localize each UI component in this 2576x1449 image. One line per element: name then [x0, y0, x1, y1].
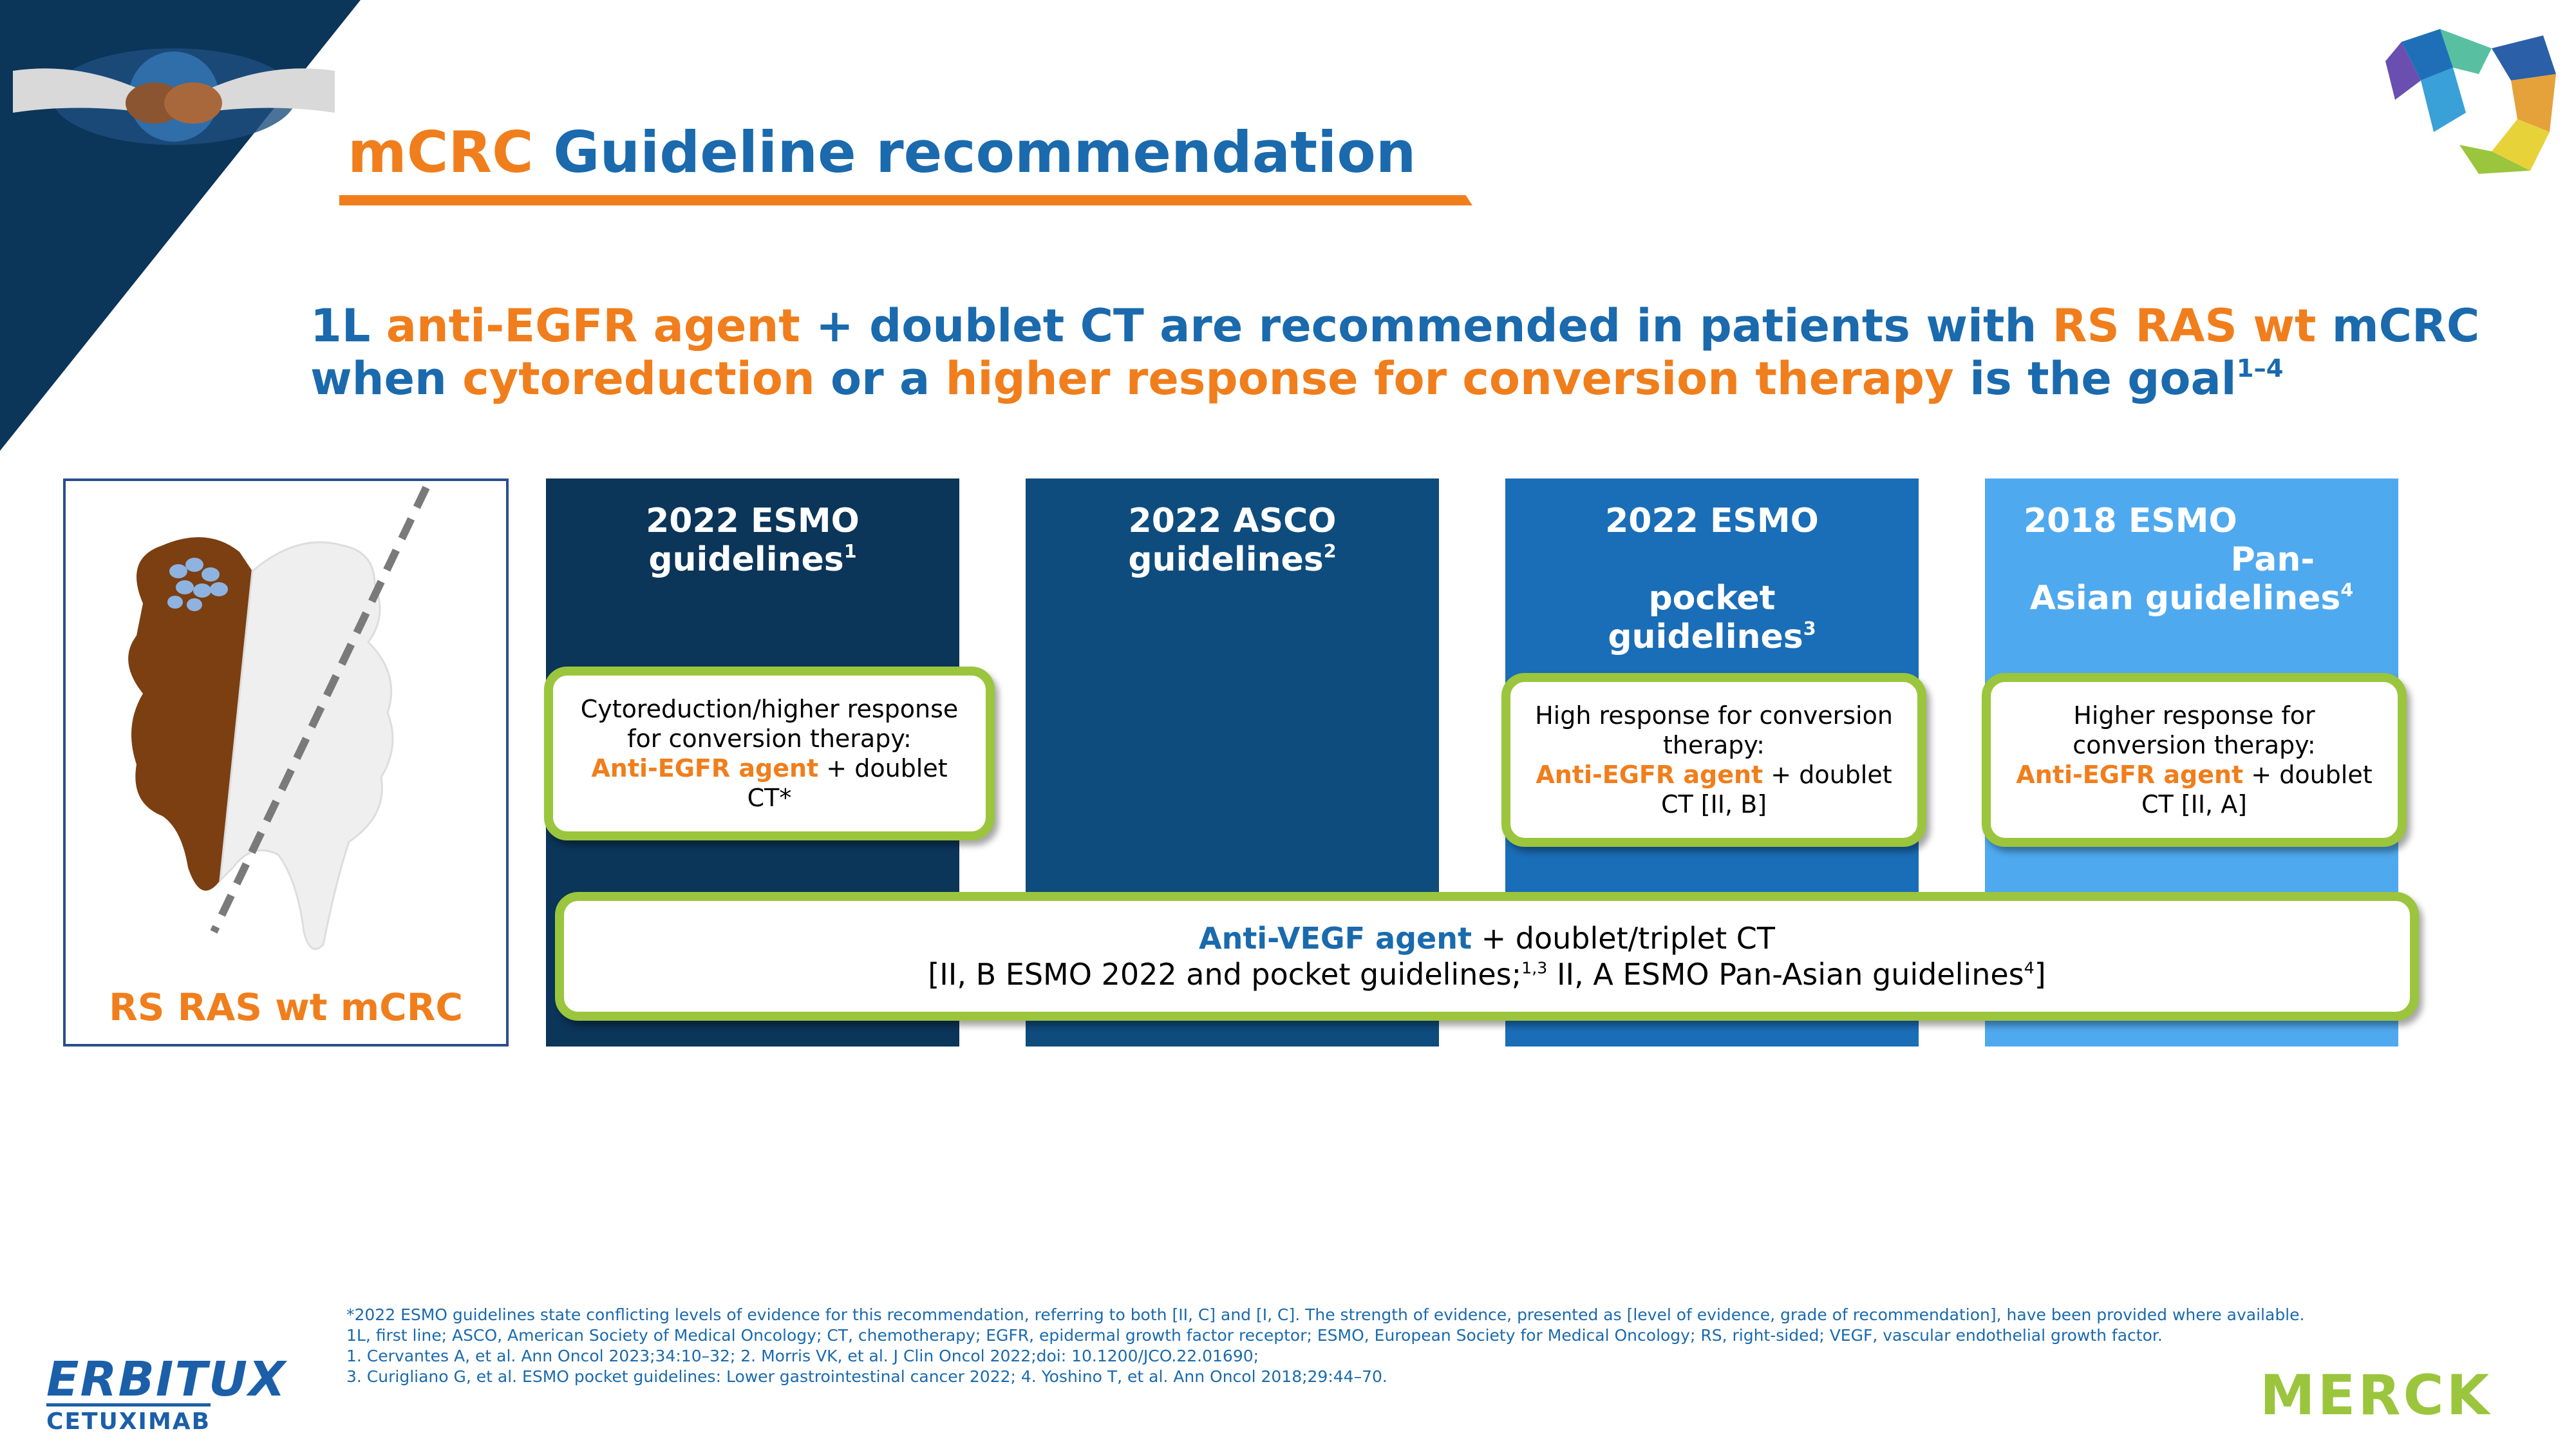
headline-segment: mCRC [2316, 299, 2480, 352]
corner-decoration [0, 0, 361, 451]
vegf-text: II, A ESMO Pan-Asian guidelines [1547, 957, 2024, 992]
column-ref: 1 [843, 540, 857, 562]
callout-text: Higher response for [2073, 701, 2315, 730]
column-heading: 2022 ESMO [646, 502, 860, 540]
callout-text: therapy: [1663, 731, 1765, 759]
erbitux-logo-name: ERBITUX [46, 1352, 287, 1407]
tumour-cells-icon [167, 558, 228, 611]
column-ref: 3 [1803, 617, 1816, 639]
column-ref: 2 [1323, 540, 1337, 562]
vegf-text: + doublet/triplet CT [1472, 921, 1775, 956]
callout-text: for conversion therapy: [627, 724, 912, 753]
headline-segment: + doublet CT are recommended in patients… [800, 299, 2053, 352]
callout-agent-line: Anti-EGFR agent + doublet [1510, 760, 1917, 790]
column-heading: guidelines [1128, 540, 1324, 579]
column-heading-line-3: Asian guidelines4 [1985, 579, 2398, 618]
dashed-divider [210, 486, 430, 934]
column-heading: 2018 ESMO [2024, 502, 2237, 540]
handshake-globe-image [13, 48, 335, 145]
title-acronym: mCRC [348, 119, 534, 185]
colon-mosaic-logo [2385, 29, 2556, 174]
headline-segment: cytoreduction [462, 352, 815, 405]
title-underline [339, 195, 1472, 205]
colon-illustration [128, 486, 430, 951]
vegf-text: [II, B ESMO 2022 and pocket guidelines; [928, 957, 1522, 992]
colon-panel [63, 478, 509, 1046]
column-ref: 4 [2340, 578, 2354, 601]
headline-segment: higher response for conversion therapy [945, 352, 1954, 405]
callout-text: Cytoreduction/higher response [580, 695, 959, 723]
footnote: 3. Curigliano G, et al. ESMO pocket guid… [346, 1367, 1387, 1386]
vegf-text: ] [2034, 957, 2046, 992]
vegf-line-2: [II, B ESMO 2022 and pocket guidelines;1… [564, 956, 2410, 992]
headline-segment: anti-EGFR agent [386, 299, 800, 352]
column-heading: Pan- [2230, 540, 2315, 579]
headline-line-1: 1L anti-EGFR agent + doublet CT are reco… [310, 299, 2479, 352]
merck-logo: MERCK [2260, 1363, 2492, 1428]
column-heading: guidelines [648, 540, 844, 579]
headline: 1L anti-EGFR agent + doublet CT are reco… [310, 299, 2479, 405]
callout-agent-line: Anti-EGFR agent + doublet [553, 753, 986, 783]
callout-text: CT* [747, 784, 792, 812]
callout-agent-line: Anti-EGFR agent + doublet [1991, 760, 2398, 790]
column-heading-line-2: guidelines1 [546, 540, 959, 579]
erbitux-logo-sub: CETUXIMAB [46, 1403, 211, 1435]
column-heading: 2022 ASCO [1128, 502, 1337, 540]
headline-segment: RS RAS wt [2052, 299, 2317, 352]
callout-text: + doublet [1763, 761, 1892, 789]
footnotes: *2022 ESMO guidelines state conflicting … [346, 1305, 2304, 1387]
footnote: *2022 ESMO guidelines state conflicting … [346, 1305, 2305, 1324]
column-heading: pocket [1648, 579, 1776, 618]
callout-agent: Anti-EGFR agent [591, 754, 819, 782]
title-text: Guideline recommendation [553, 119, 1416, 185]
column-heading: Asian guidelines [2029, 579, 2341, 618]
callout-text: + doublet [818, 754, 948, 782]
callout-esmo-2022: Cytoreduction/higher response for conver… [544, 667, 995, 840]
headline-segment: is the goal [1953, 352, 2237, 405]
headline-line-2: when cytoreduction or a higher response … [310, 352, 2479, 405]
page-title: mCRC Guideline recommendation [348, 119, 1416, 185]
callout-text: CT [II, B] [1660, 790, 1767, 819]
column-heading-line-2: guidelines2 [1026, 540, 1439, 579]
headline-segment: when [310, 352, 463, 405]
vegf-ref: 1,3 [1521, 958, 1548, 978]
vegf-ref: 4 [2024, 958, 2035, 978]
callout-text: CT [II, A] [2141, 790, 2248, 819]
callout-text: High response for conversion [1535, 701, 1893, 730]
callout-agent: Anti-EGFR agent [2016, 761, 2244, 789]
vegf-agent: Anti-VEGF agent [1199, 921, 1472, 956]
footnote: 1L, first line; ASCO, American Society o… [346, 1326, 2163, 1345]
callout-text: conversion therapy: [2073, 731, 2316, 759]
callout-text: + doublet [2243, 761, 2373, 789]
callout-esmo-pocket: High response for conversion therapy: An… [1501, 673, 1926, 847]
vegf-line-1: Anti-VEGF agent + doublet/triplet CT [564, 920, 2410, 956]
column-heading: guidelines [1608, 618, 1803, 656]
erbitux-logo: ERBITUX CETUXIMAB [46, 1356, 287, 1435]
callout-esmo-pan-asian: Higher response for conversion therapy: … [1982, 673, 2407, 847]
headline-refs: 1–4 [2236, 354, 2284, 384]
headline-segment: 1L [310, 299, 386, 352]
column-heading: 2022 ESMO [1605, 502, 1819, 540]
callout-anti-vegf: Anti-VEGF agent + doublet/triplet CT [II… [555, 892, 2419, 1021]
colon-label: RS RAS wt mCRC [109, 985, 463, 1029]
callout-agent: Anti-EGFR agent [1536, 761, 1763, 789]
headline-segment: or a [814, 352, 946, 405]
column-heading-line-3: guidelines3 [1505, 618, 1919, 656]
footnote: 1. Cervantes A, et al. Ann Oncol 2023;34… [346, 1347, 1259, 1365]
